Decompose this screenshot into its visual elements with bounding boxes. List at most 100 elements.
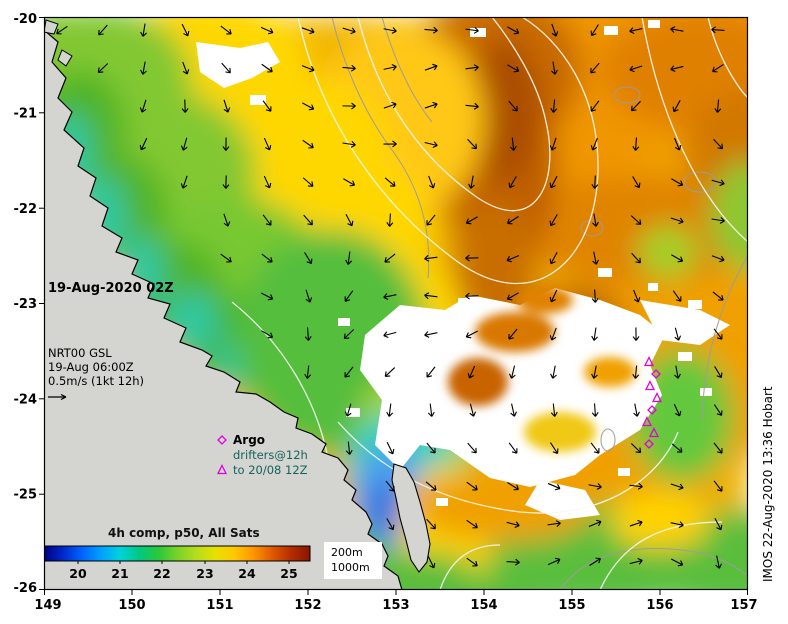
coastline	[44, 29, 403, 590]
bathymetry-contours	[331, 17, 748, 590]
current-arrow	[220, 253, 232, 263]
current-arrow	[427, 403, 435, 417]
current-arrow	[674, 327, 682, 341]
sea-level-contours	[231, 17, 748, 590]
current-arrow	[590, 24, 599, 37]
current-arrow	[467, 138, 478, 150]
drifters-until-label: to 20/08 12Z	[233, 463, 308, 477]
current-arrow	[261, 63, 273, 73]
colorbar-ticks	[77, 561, 290, 564]
current-arrow	[589, 557, 601, 566]
current-arrow	[384, 367, 396, 377]
current-arrow	[262, 214, 272, 226]
current-arrow	[426, 442, 436, 454]
depth-1000m-label: 1000m	[331, 561, 370, 574]
drifter-marker	[641, 416, 653, 427]
current-arrow	[713, 404, 723, 416]
current-arrow	[424, 101, 438, 109]
current-arrow	[551, 23, 559, 37]
current-arrow	[223, 99, 231, 113]
current-arrow	[345, 213, 354, 227]
depth-200m-label: 200m	[331, 546, 363, 559]
y-tick-label: -22	[14, 202, 38, 217]
y-tick-label: -23	[14, 297, 38, 312]
current-arrow	[424, 63, 438, 71]
current-arrow	[466, 519, 478, 529]
current-arrow	[632, 137, 640, 151]
current-arrow	[631, 252, 641, 264]
current-arrow	[426, 366, 436, 378]
current-arrow	[591, 365, 598, 379]
current-arrow	[223, 213, 231, 227]
current-arrow	[633, 403, 640, 417]
current-arrow	[424, 331, 438, 338]
current-arrow	[549, 442, 559, 454]
x-axis-ticks	[44, 590, 748, 595]
current-arrow	[549, 137, 557, 151]
contour-depth-legend: 200m 1000m	[324, 542, 382, 579]
current-arrow	[467, 365, 476, 379]
colorbar-tick-label: 23	[196, 566, 213, 581]
x-tick-label: 154	[470, 598, 497, 613]
current-arrow	[673, 137, 682, 151]
current-arrow	[261, 330, 274, 339]
colorbar-tick-label: 25	[280, 566, 297, 581]
argo-label: Argo	[233, 433, 265, 447]
current-arrow	[629, 65, 643, 73]
current-arrow	[344, 366, 354, 378]
drifter-track	[641, 356, 663, 449]
current-arrow	[139, 99, 147, 113]
colorbar-tick-label: 24	[238, 566, 256, 581]
current-arrow	[510, 403, 517, 417]
current-arrow	[590, 100, 600, 112]
y-axis-ticks	[39, 17, 45, 590]
current-arrow	[508, 442, 518, 454]
current-arrow	[549, 289, 558, 303]
current-arrow	[711, 26, 725, 34]
x-tick-label: 155	[558, 598, 585, 613]
current-arrow	[302, 139, 314, 149]
current-arrow	[304, 327, 312, 341]
x-tick-label: 149	[34, 598, 61, 613]
current-arrow	[509, 137, 517, 151]
current-arrow	[715, 555, 722, 569]
current-arrow	[674, 365, 681, 379]
current-arrow	[302, 177, 314, 187]
fraser-island	[391, 463, 431, 573]
current-arrow	[507, 216, 519, 225]
current-arrow	[670, 483, 684, 491]
current-arrow	[465, 254, 479, 262]
current-arrow	[221, 62, 231, 74]
current-arrow	[591, 327, 598, 341]
colorbar: 20 21 22 23 24 25	[44, 545, 311, 581]
current-arrow	[468, 175, 475, 189]
current-arrow	[386, 403, 394, 417]
current-arrow	[712, 291, 724, 301]
current-arrow	[424, 254, 438, 262]
current-arrow	[632, 176, 641, 189]
current-arrow	[629, 519, 643, 527]
drifter-marker	[651, 369, 661, 379]
current-arrow	[342, 141, 356, 148]
current-arrow	[465, 102, 479, 110]
current-arrow	[465, 330, 479, 339]
current-arrow	[507, 26, 520, 35]
current-arrow	[383, 64, 397, 71]
current-arrow	[182, 61, 190, 75]
current-arrow	[711, 217, 725, 224]
current-arrow	[671, 443, 683, 453]
y-tick-label: -21	[14, 107, 38, 122]
current-arrow	[180, 137, 188, 151]
current-arrow	[465, 292, 479, 300]
colorbar-bar	[44, 545, 311, 562]
x-tick-label: 152	[294, 598, 321, 613]
current-arrow	[508, 365, 516, 379]
current-arrow	[588, 483, 602, 490]
current-arrow	[139, 137, 148, 151]
current-arrow	[633, 289, 641, 303]
current-arrow	[466, 481, 478, 491]
current-arrow	[670, 65, 684, 73]
current-arrow	[550, 365, 557, 379]
current-arrow	[383, 101, 397, 109]
